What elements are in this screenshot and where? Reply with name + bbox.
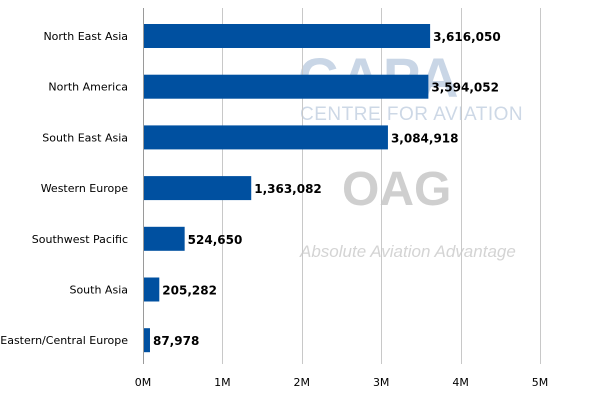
value-label: 1,363,082 [254,182,322,196]
value-label: 3,616,050 [433,30,501,44]
x-tick-label: 3M [373,376,390,389]
x-tick-label: 5M [532,376,549,389]
bar [143,24,431,48]
value-label: 3,594,052 [431,81,499,95]
value-label: 205,282 [162,284,217,298]
value-label: 87,978 [153,334,199,348]
axis-layer: 0M 1M 2M 3M 4M 5M [135,8,549,389]
bar [143,125,388,150]
bar-layer [143,24,431,353]
category-label: North East Asia [43,30,128,43]
x-tick-label: 4M [452,376,469,389]
category-label: Eastern/Central Europe [0,334,128,347]
bar [143,176,252,201]
category-label: South East Asia [42,131,128,144]
x-tick-label: 0M [135,376,152,389]
x-tick-label: 1M [214,376,231,389]
value-label: 3,084,918 [391,131,459,145]
category-label: Southwest Pacific [32,233,128,246]
value-label: 524,650 [188,233,243,247]
label-layer: North East Asia 3,616,050 North America 3,5… [0,30,500,348]
bar [143,277,160,302]
category-label: North America [48,81,128,94]
bar [143,74,429,99]
category-label: South Asia [69,284,128,297]
category-label: Western Europe [41,182,129,195]
bar [143,226,185,251]
bar [143,328,150,353]
x-tick-label: 2M [294,376,311,389]
